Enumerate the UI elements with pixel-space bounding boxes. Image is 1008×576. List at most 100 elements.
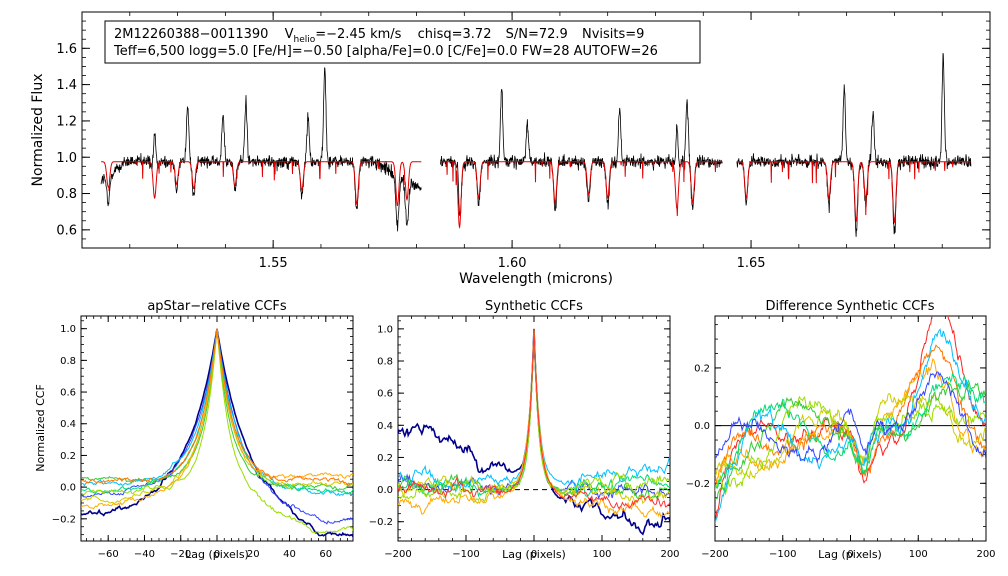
apstar-series-group xyxy=(81,328,353,538)
apstar-ccf-series xyxy=(81,328,353,495)
synthetic-ccf-series xyxy=(398,328,670,494)
difference-ccf-series xyxy=(715,328,986,524)
annotation-nvisits: Nvisits=9 xyxy=(582,27,644,42)
x-tick-label: 0 xyxy=(847,549,853,560)
x-tick-label: −100 xyxy=(769,549,796,560)
apstar-ccf-series xyxy=(81,328,353,538)
x-tick-label: 1.60 xyxy=(498,256,527,271)
apstar-frame xyxy=(80,315,354,542)
y-tick-label: 1.0 xyxy=(377,324,393,335)
y-tick-label: −0.2 xyxy=(369,517,393,528)
x-tick-label: 1.55 xyxy=(259,256,288,271)
y-tick-label: 0.0 xyxy=(377,485,393,496)
difference-title: Difference Synthetic CCFs xyxy=(765,299,934,314)
annotation-chisq: chisq=3.72 xyxy=(418,27,492,42)
y-tick-label: 0.0 xyxy=(694,421,710,432)
x-tick-label: −40 xyxy=(134,549,155,560)
difference-ccf-series xyxy=(715,395,986,496)
annotation-snr: S/N=72.9 xyxy=(506,27,568,42)
synthetic-ccf-series xyxy=(398,328,670,498)
spectrum-lines xyxy=(100,53,972,237)
synthetic-ccf-panel: Synthetic CCFs −200 −100 0 100 200 −0.2 0.0 0.2… xyxy=(369,299,680,561)
spectrum-panel: 1.55 1.60 1.65 0.6 0.8 1.0 1.2 1.4 1.6 Wavelengt… xyxy=(30,11,991,287)
x-tick-label: 100 xyxy=(592,549,611,560)
y-tick-label: −0.2 xyxy=(686,479,710,490)
synthetic-ticks: −200 −100 0 100 200 −0.2 0.0 0.2 0.4 0.6 0.8 1.0 xyxy=(369,316,680,560)
x-tick-label: 200 xyxy=(660,549,679,560)
x-tick-label: 1.65 xyxy=(737,256,766,271)
difference-ccf-series xyxy=(715,316,986,525)
apstar-ccf-series xyxy=(81,328,353,534)
x-tick-label: −60 xyxy=(98,549,119,560)
annotation-vhelio-value: =−2.45 km/s xyxy=(315,27,401,42)
spectrum-annotation-box: 2M12260388−0011390 Vhelio=−2.45 km/s chi… xyxy=(104,20,701,64)
y-tick-label: 0.8 xyxy=(56,187,77,202)
synthetic-ccf-series xyxy=(398,328,670,502)
y-tick-label: 0.0 xyxy=(60,483,76,494)
x-tick-label: −20 xyxy=(170,549,191,560)
apstar-y-label: Normalized CCF xyxy=(34,384,47,472)
difference-x-label: Lag (pixels) xyxy=(818,548,882,561)
synthetic-series-group xyxy=(398,328,670,536)
annotation-line-1: 2M12260388−0011390 Vhelio=−2.45 km/s chi… xyxy=(114,27,644,45)
x-tick-label: −200 xyxy=(384,549,411,560)
model-spectrum-segment xyxy=(101,161,422,207)
y-tick-label: 0.4 xyxy=(377,421,393,432)
synthetic-ccf-series xyxy=(398,328,670,536)
observed-spectrum-segment xyxy=(736,53,972,237)
synthetic-ccf-series xyxy=(398,328,670,505)
y-tick-label: 0.6 xyxy=(60,388,76,399)
y-tick-label: 0.8 xyxy=(377,357,393,368)
y-tick-label: 0.6 xyxy=(56,223,77,238)
y-tick-label: 0.4 xyxy=(60,419,76,430)
apstar-x-label: Lag (pixels) xyxy=(185,548,249,561)
y-tick-label: 1.6 xyxy=(56,42,77,57)
spectrum-ticks: 1.55 1.60 1.65 0.6 0.8 1.0 1.2 1.4 1.6 xyxy=(56,12,990,271)
y-tick-label: 0.2 xyxy=(60,451,76,462)
observed-spectrum-segment xyxy=(440,89,723,216)
annotation-vhelio-subscript: helio xyxy=(294,35,316,45)
synthetic-ccf-series xyxy=(398,328,670,500)
x-tick-label: 0 xyxy=(214,549,220,560)
synthetic-lines xyxy=(398,328,670,536)
annotation-box-border xyxy=(104,20,701,64)
apstar-title: apStar−relative CCFs xyxy=(147,299,287,314)
apstar-ccf-series xyxy=(81,328,353,491)
synthetic-ccf-series xyxy=(398,328,670,504)
annotation-object-id: 2M12260388−0011390 xyxy=(114,27,268,42)
spectrum-x-label: Wavelength (microns) xyxy=(459,271,613,287)
x-tick-label: 20 xyxy=(247,549,260,560)
model-spectrum-segment xyxy=(736,160,971,223)
x-tick-label: 60 xyxy=(319,549,332,560)
observed-spectrum-segment xyxy=(100,67,422,232)
x-tick-label: 40 xyxy=(283,549,296,560)
apstar-ccf-series xyxy=(81,328,353,497)
difference-ticks: −200 −100 0 100 200 −0.2 0.0 0.2 xyxy=(686,316,996,560)
y-tick-label: −0.2 xyxy=(52,514,76,525)
apstar-ccf-panel: apStar−relative CCFs −60 −40 −20 0 20 40 60 −0.… xyxy=(34,299,354,561)
difference-ccf-series xyxy=(715,382,986,500)
y-tick-label: 1.2 xyxy=(56,114,77,129)
difference-ccf-series xyxy=(715,372,986,490)
apstar-ccf-series xyxy=(81,328,353,486)
model-spectrum-segment xyxy=(440,161,723,230)
synthetic-x-label: Lag (pixels) xyxy=(502,548,566,561)
difference-lines xyxy=(715,316,986,525)
y-tick-label: 0.6 xyxy=(377,389,393,400)
difference-ccf-series xyxy=(715,371,986,464)
difference-ccf-series xyxy=(715,344,986,490)
y-tick-label: 0.8 xyxy=(60,356,76,367)
x-tick-label: −200 xyxy=(701,549,728,560)
synthetic-ccf-series xyxy=(398,328,670,510)
spectrum-y-label: Normalized Flux xyxy=(30,74,46,187)
y-tick-label: 0.2 xyxy=(694,363,710,374)
difference-frame xyxy=(714,315,987,542)
x-tick-label: 0 xyxy=(531,549,537,560)
apstar-ccf-series xyxy=(81,328,353,504)
annotation-vhelio-symbol: V xyxy=(285,27,294,42)
y-tick-label: 1.0 xyxy=(60,324,76,335)
y-tick-label: 1.0 xyxy=(56,151,77,166)
y-tick-label: 1.4 xyxy=(56,78,77,93)
x-tick-label: 200 xyxy=(976,549,995,560)
